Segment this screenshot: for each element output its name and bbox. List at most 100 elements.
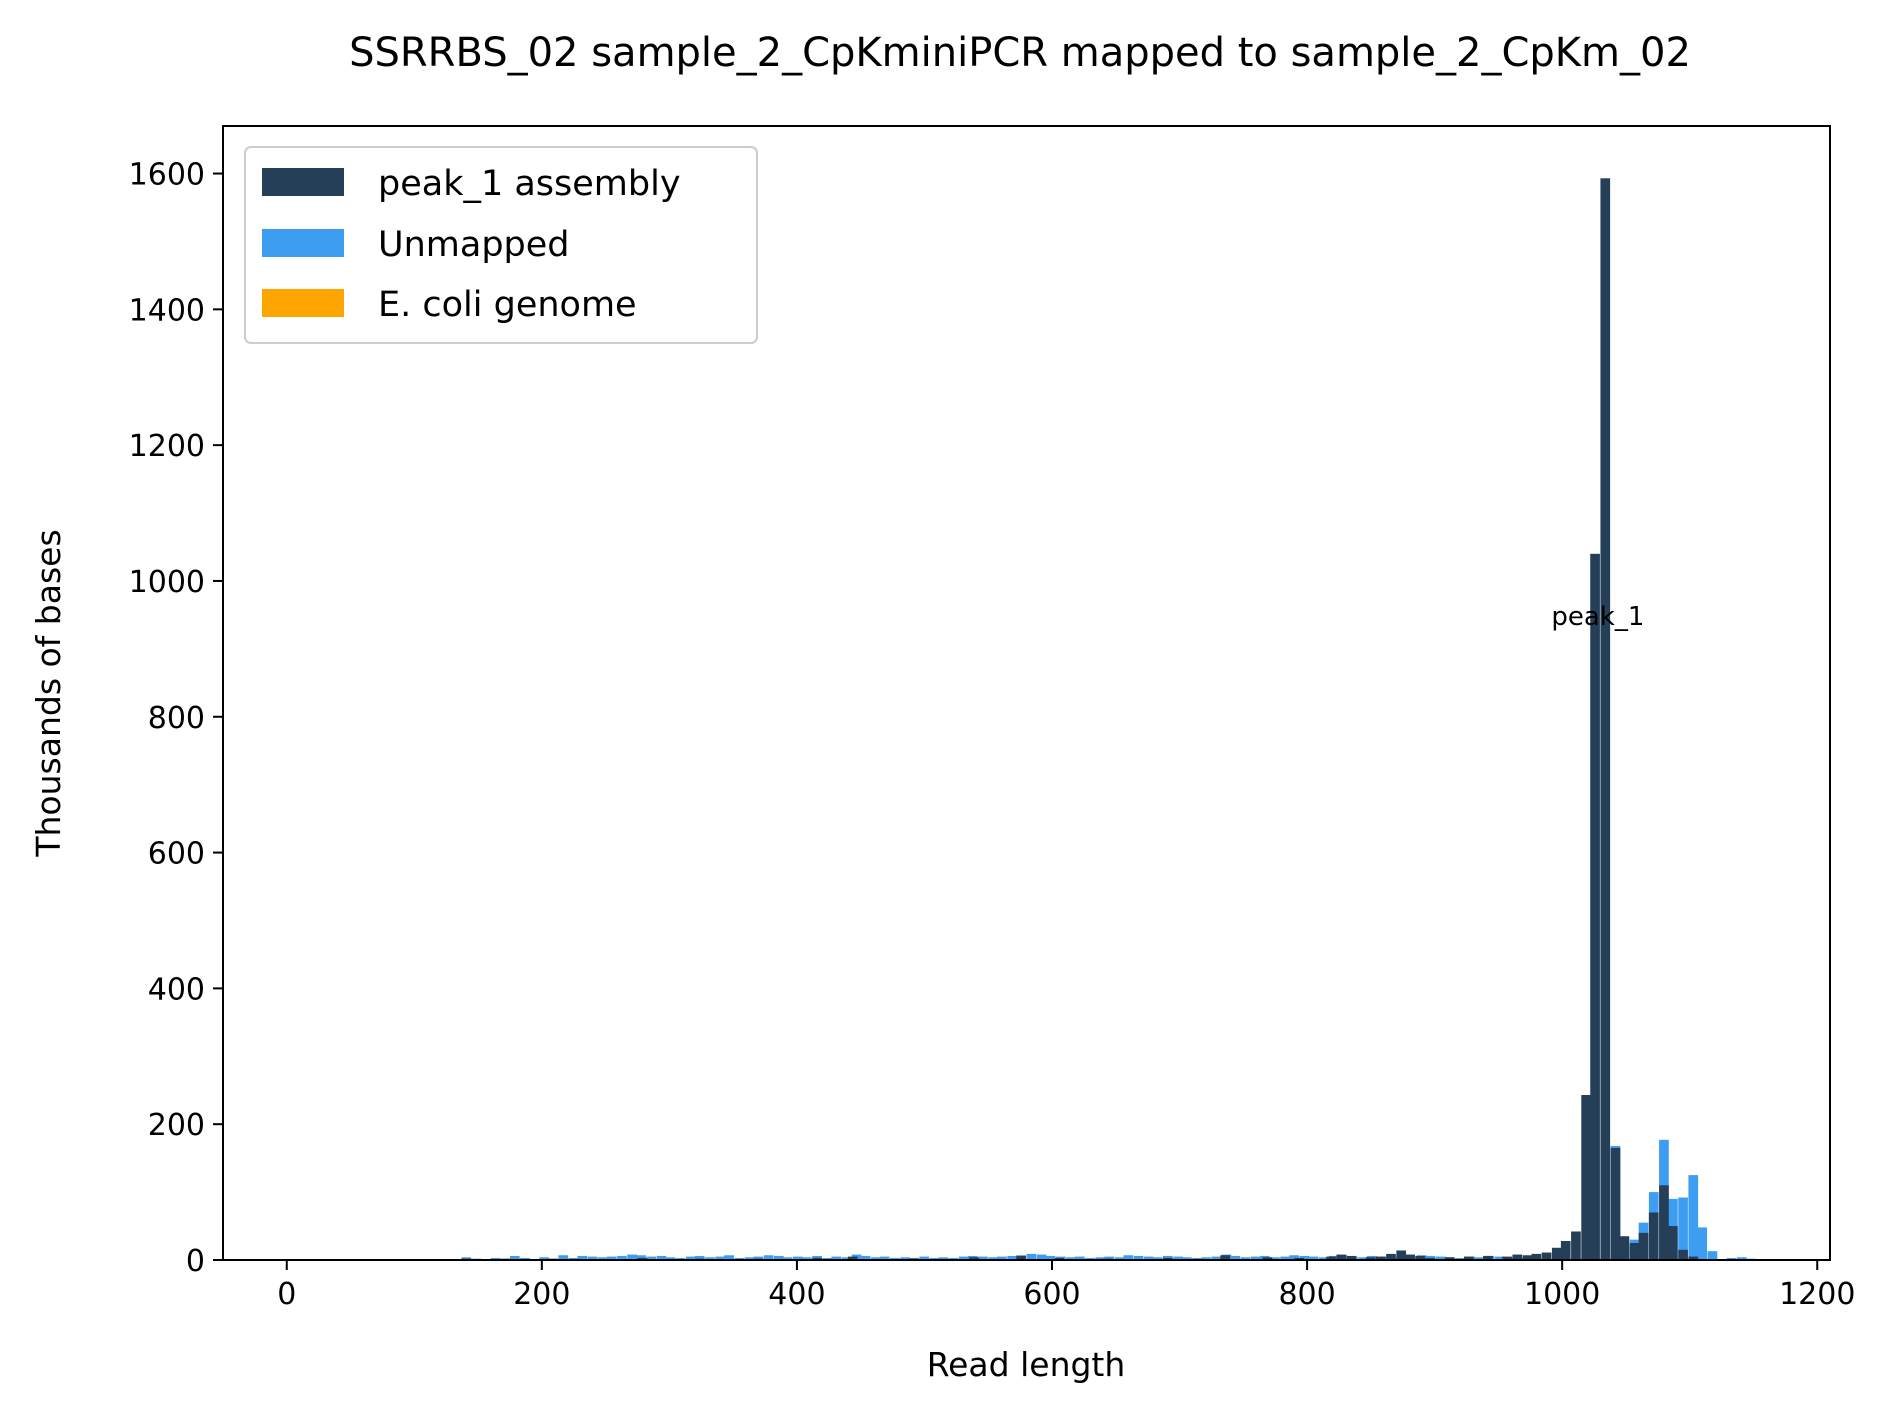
bar-peak-1-assembly — [1375, 1256, 1386, 1260]
bar-peak-1-assembly — [1648, 1212, 1659, 1260]
bar-unmapped — [577, 1255, 588, 1260]
bar-peak-1-assembly — [1659, 1185, 1669, 1260]
bar-unmapped — [978, 1256, 988, 1260]
bar-unmapped — [860, 1255, 871, 1260]
bar-unmapped — [1123, 1255, 1134, 1260]
bar-peak-1-assembly — [1571, 1231, 1581, 1260]
x-tick-label: 1000 — [1524, 1277, 1600, 1312]
bar-unmapped — [1494, 1256, 1505, 1260]
bar-peak-1-assembly — [1162, 1257, 1173, 1260]
bar-unmapped — [1173, 1256, 1183, 1260]
bar-unmapped — [1736, 1257, 1747, 1260]
bar-unmapped — [1240, 1257, 1251, 1260]
y-tick-label: 0 — [186, 1244, 205, 1279]
bar-peak-1-assembly — [1512, 1254, 1523, 1260]
bar-unmapped — [1026, 1253, 1037, 1260]
bar-unmapped — [1095, 1257, 1106, 1260]
bar-unmapped — [1133, 1255, 1144, 1260]
bar-unmapped — [1299, 1255, 1310, 1260]
bar-peak-1-assembly — [1522, 1255, 1533, 1260]
bar-unmapped — [988, 1257, 998, 1260]
y-tick-label: 1600 — [129, 158, 205, 193]
bar-unmapped — [1152, 1257, 1163, 1260]
legend-box — [244, 146, 758, 344]
bar-unmapped — [1211, 1256, 1222, 1260]
bar-peak-1-assembly — [1502, 1256, 1512, 1260]
bar-unmapped — [1045, 1255, 1056, 1260]
bar-unmapped — [958, 1256, 969, 1260]
bar-peak-1-assembly — [1346, 1255, 1357, 1260]
bar-unmapped — [1308, 1256, 1319, 1260]
bar-unmapped — [568, 1257, 579, 1260]
series-peak-1-assembly-bars — [461, 178, 1699, 1260]
legend-label-peak-1-assembly: peak_1 assembly — [378, 164, 681, 204]
bar-peak-1-assembly — [1678, 1249, 1688, 1260]
y-tick-label: 1000 — [129, 565, 205, 600]
y-tick-label: 800 — [148, 701, 205, 736]
bar-peak-1-assembly — [1054, 1257, 1065, 1260]
bar-peak-1-assembly — [1688, 1256, 1699, 1260]
legend-swatch-e-coli-genome — [262, 289, 344, 317]
y-tick-label: 400 — [148, 972, 205, 1007]
bar-unmapped — [1726, 1257, 1737, 1260]
bar-unmapped — [597, 1257, 608, 1260]
bar-unmapped — [617, 1255, 627, 1260]
bar-peak-1-assembly — [1294, 1257, 1305, 1260]
x-axis-title: Read length — [927, 1345, 1126, 1384]
bar-peak-1-assembly — [1425, 1257, 1436, 1260]
bar-unmapped — [694, 1255, 705, 1260]
bar-unmapped — [587, 1256, 598, 1260]
bar-unmapped — [1182, 1257, 1192, 1260]
bar-peak-1-assembly — [1531, 1253, 1542, 1260]
bar-peak-1-assembly — [1396, 1250, 1407, 1260]
x-tick-label: 600 — [1023, 1277, 1080, 1312]
bar-peak-1-assembly — [1326, 1256, 1336, 1260]
bar-unmapped — [1289, 1255, 1299, 1260]
legend-label-e-coli-genome: E. coli genome — [378, 285, 637, 325]
bar-unmapped — [782, 1257, 793, 1260]
bar-unmapped — [1474, 1257, 1484, 1260]
bar-unmapped — [1114, 1257, 1125, 1260]
bar-unmapped — [1143, 1256, 1154, 1260]
bar-unmapped — [490, 1257, 501, 1260]
bar-unmapped — [802, 1257, 812, 1260]
x-tick-label: 200 — [513, 1277, 570, 1312]
bar-peak-1-assembly — [1262, 1257, 1273, 1260]
bar-peak-1-assembly — [1415, 1255, 1426, 1260]
x-tick-label: 0 — [277, 1277, 296, 1312]
bar-unmapped — [1250, 1256, 1261, 1260]
bar-unmapped — [1707, 1251, 1718, 1260]
bar-peak-1-assembly — [1541, 1252, 1552, 1260]
bar-unmapped — [1280, 1256, 1290, 1260]
bar-unmapped — [1455, 1257, 1465, 1260]
bar-unmapped — [831, 1256, 842, 1260]
bar-unmapped — [665, 1257, 676, 1260]
bar-unmapped — [1104, 1256, 1114, 1260]
bar-unmapped — [646, 1256, 657, 1260]
bar-unmapped — [734, 1257, 745, 1260]
bar-unmapped — [715, 1256, 725, 1260]
bar-unmapped — [744, 1257, 755, 1260]
bar-peak-1-assembly — [1220, 1255, 1231, 1260]
bar-unmapped — [1085, 1257, 1095, 1260]
legend-swatch-peak-1-assembly — [262, 168, 344, 196]
bar-unmapped — [1007, 1255, 1018, 1260]
bar-unmapped — [938, 1257, 949, 1260]
bar-peak-1-assembly — [1405, 1254, 1415, 1260]
bar-unmapped — [705, 1257, 715, 1260]
bar-peak-1-assembly — [1386, 1253, 1396, 1260]
legend-label-unmapped: Unmapped — [378, 225, 570, 265]
bar-unmapped — [1688, 1175, 1699, 1260]
bar-peak-1-assembly — [1581, 1094, 1591, 1260]
bar-unmapped — [627, 1254, 637, 1260]
y-tick-label: 1400 — [129, 293, 205, 328]
bar-peak-1-assembly — [1590, 553, 1600, 1260]
bar-unmapped — [675, 1257, 686, 1260]
bar-peak-1-assembly — [812, 1257, 822, 1260]
bar-unmapped — [773, 1255, 784, 1260]
bar-unmapped — [929, 1257, 940, 1260]
bar-unmapped — [606, 1256, 617, 1260]
bar-peak-1-assembly — [1365, 1257, 1376, 1260]
bar-unmapped — [1074, 1256, 1085, 1260]
